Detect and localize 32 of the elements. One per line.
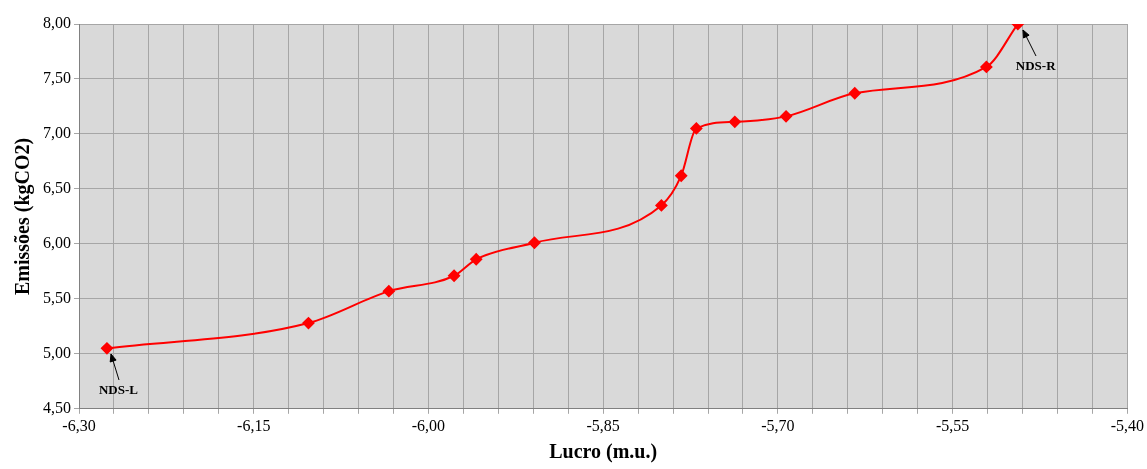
x-tick-label: -5,70 bbox=[761, 416, 795, 434]
annotation: NDS-R bbox=[1015, 58, 1056, 74]
y-tick-label: 5,00 bbox=[43, 344, 71, 362]
point bbox=[470, 253, 483, 266]
point bbox=[848, 87, 861, 100]
y-tick-label: 8,00 bbox=[43, 14, 71, 32]
y-tick-label: 7,00 bbox=[43, 124, 71, 142]
y-tick-label: 7,50 bbox=[43, 69, 71, 87]
annotation: NDS-L bbox=[98, 382, 138, 399]
x-tick-label: -5,85 bbox=[586, 416, 620, 434]
x-tick-label: -6,30 bbox=[62, 416, 96, 434]
point bbox=[100, 342, 113, 355]
point bbox=[980, 60, 993, 73]
point bbox=[675, 169, 688, 182]
point bbox=[655, 199, 668, 212]
point bbox=[690, 122, 703, 135]
point bbox=[728, 115, 741, 128]
x-tick-label: -5,40 bbox=[1110, 416, 1144, 434]
point bbox=[448, 269, 461, 282]
x-tick-label: -5,55 bbox=[935, 416, 970, 434]
point bbox=[780, 110, 793, 123]
point bbox=[302, 317, 315, 330]
y-tick-label: 6,50 bbox=[43, 179, 71, 197]
y-axis-title: Emissões (kgCO2) bbox=[11, 137, 35, 296]
x-tick-label: -6,15 bbox=[237, 416, 271, 434]
point bbox=[382, 285, 395, 298]
x-axis-title: Lucro (m.u.) bbox=[549, 440, 658, 464]
y-tick-label: 6,00 bbox=[43, 234, 71, 252]
y-tick-label: 5,50 bbox=[43, 289, 71, 307]
point bbox=[528, 236, 541, 249]
x-tick-label: -6,00 bbox=[411, 416, 446, 434]
y-tick-label: 4,50 bbox=[43, 399, 71, 416]
